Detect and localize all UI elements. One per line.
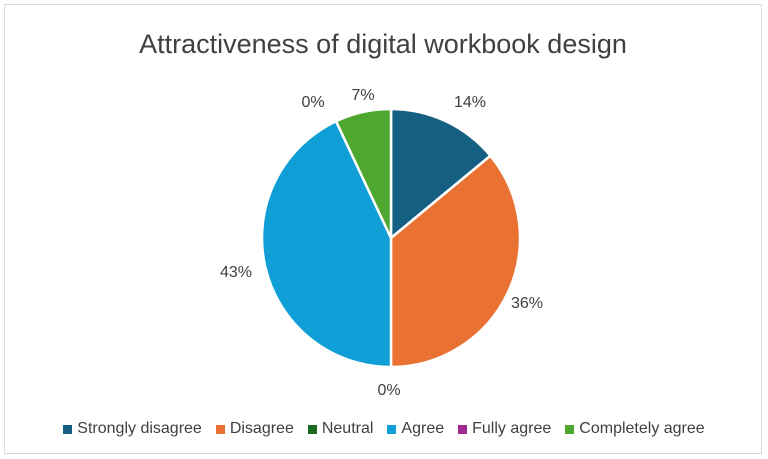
legend-label-fully-agree: Fully agree <box>472 420 552 437</box>
data-label-neutral: 0% <box>377 382 400 399</box>
pie-slice-strongly-disagree <box>389 107 493 241</box>
data-label-agree: 43% <box>220 264 252 281</box>
pie-slice-completely-agree <box>334 107 393 239</box>
chart-title: Attractiveness of digital workbook desig… <box>139 29 627 59</box>
legend-label-strongly-disagree: Strongly disagree <box>77 420 202 437</box>
data-label-fully-agree: 0% <box>301 94 324 111</box>
legend-label-agree: Agree <box>401 420 445 437</box>
legend-label-completely-agree: Completely agree <box>579 420 705 437</box>
pie-slice-disagree <box>389 154 522 369</box>
legend-swatch-agree <box>387 424 397 434</box>
legend-item-neutral: Neutral <box>307 420 374 438</box>
data-label-disagree: 36% <box>511 295 543 312</box>
legend-swatch-neutral <box>307 424 317 434</box>
legend-item-strongly-disagree: Strongly disagree <box>63 420 202 438</box>
legend: Strongly disagree Disagree Neutral Agree Ful… <box>0 420 768 438</box>
legend-swatch-completely-agree <box>565 424 575 434</box>
legend-swatch-fully-agree <box>458 424 468 434</box>
legend-label-neutral: Neutral <box>321 420 374 437</box>
data-label-strongly-disagree: 14% <box>454 94 486 111</box>
legend-item-disagree: Disagree <box>215 420 294 438</box>
data-label-completely-agree: 7% <box>351 87 374 104</box>
pie-slice-agree <box>260 119 393 369</box>
legend-swatch-strongly-disagree <box>63 424 73 434</box>
legend-label-disagree: Disagree <box>229 420 294 437</box>
legend-item-fully-agree: Fully agree <box>458 420 551 438</box>
legend-swatch-disagree <box>215 424 225 434</box>
legend-item-completely-agree: Completely agree <box>565 420 705 438</box>
legend-item-agree: Agree <box>387 420 444 438</box>
